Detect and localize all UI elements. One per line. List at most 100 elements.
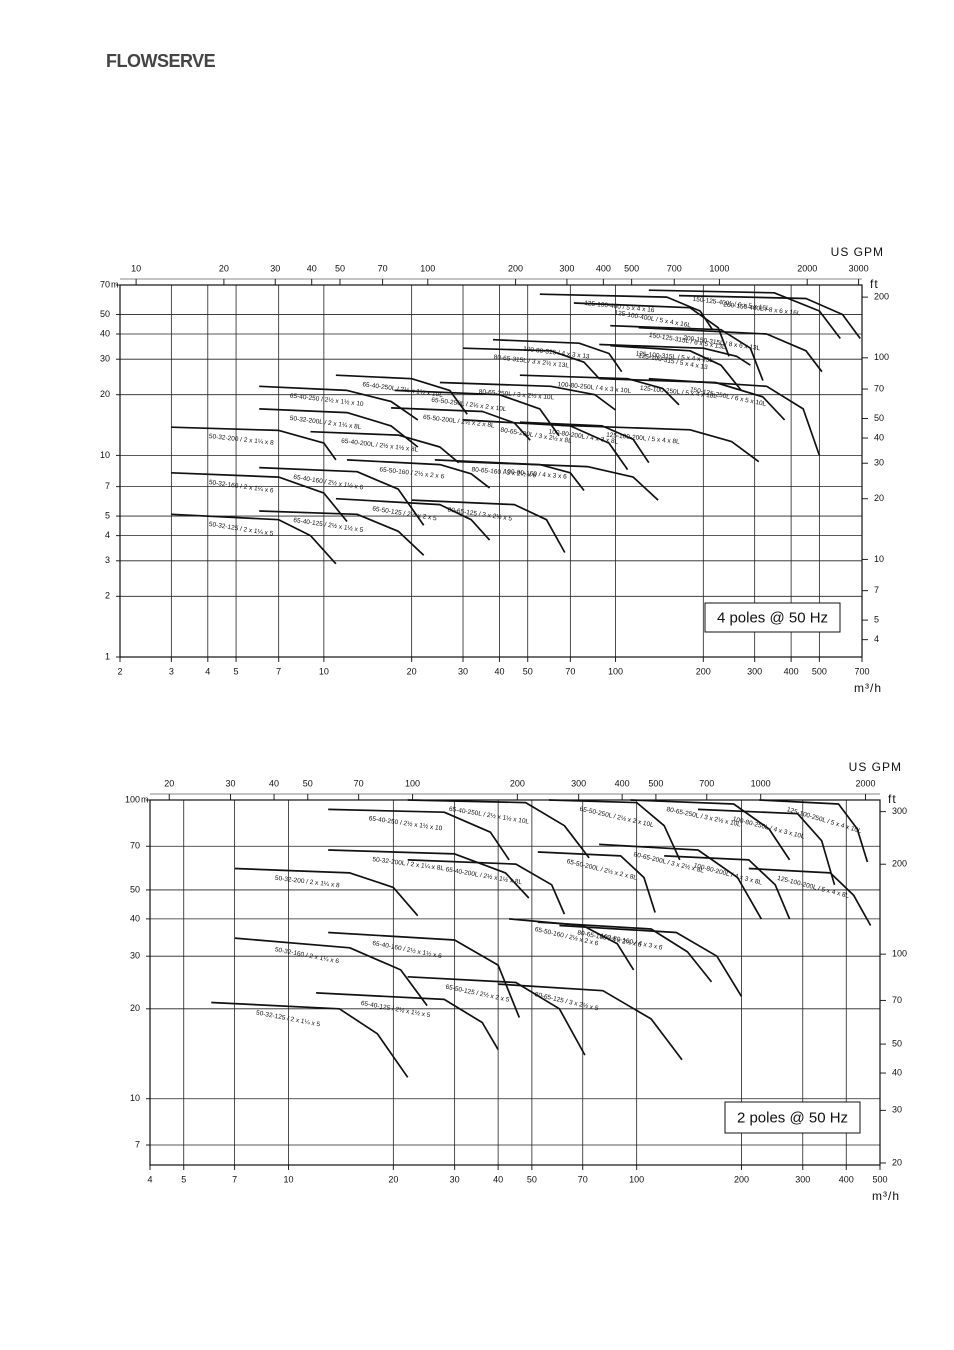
x-axis-label: m³/h [872, 1189, 900, 1203]
y-tick-label: 3 [105, 555, 110, 565]
y-tick-label: 50 [130, 884, 140, 894]
y-tick-label: 1 [105, 651, 110, 661]
x2-tick-label: 1000 [751, 778, 771, 788]
y-tick-label: 50 [100, 309, 110, 319]
y-tick-label: 10 [130, 1093, 140, 1103]
curve-label: 65-40-160 / 2½ x 1½ x 6 [293, 473, 364, 492]
x2-tick-label: 1000 [709, 263, 729, 273]
x-tick-label: 400 [839, 1174, 854, 1184]
curve-label: 65-50-200L / 2½ x 2 x 8L [566, 857, 638, 882]
x2-tick-label: 40 [269, 778, 279, 788]
curve-label: 65-40-200L / 2½ x 1½ x 8L [445, 865, 523, 886]
plot-frame [149, 799, 881, 1166]
x2-tick-label: 2000 [855, 778, 875, 788]
y-tick-label: 4 [105, 530, 110, 540]
y2-axis-label: ft [870, 277, 879, 291]
y2-tick-label: 50 [874, 413, 884, 423]
x2-tick-label: 70 [378, 263, 388, 273]
pump-curve [610, 324, 764, 381]
x-tick-label: 100 [629, 1174, 644, 1184]
y-tick-label: 30 [100, 354, 110, 364]
x-tick-label: 4 [147, 1174, 152, 1184]
y2-tick-label: 100 [892, 949, 907, 959]
y-tick-label: 30 [130, 951, 140, 961]
x-tick-label: 200 [696, 666, 711, 676]
pump-curve [407, 799, 590, 859]
x-tick-label: 500 [872, 1174, 887, 1184]
x2-tick-label: 20 [164, 778, 174, 788]
x-tick-label: 50 [523, 666, 533, 676]
x2-tick-label: 700 [667, 263, 682, 273]
x2-tick-label: 300 [559, 263, 574, 273]
pump-curve [259, 385, 419, 421]
x-tick-label: 300 [795, 1174, 810, 1184]
x2-tick-label: 100 [420, 263, 435, 273]
logo: FLOWSERVE [106, 51, 216, 71]
y-tick-label: 7 [105, 481, 110, 491]
curve-label: 100-80-200L / 4 x 3 x 8L [693, 862, 763, 887]
curve-label: 50-32-200 / 2 x 1¼ x 8 [209, 433, 275, 447]
x2-tick-label: 50 [303, 778, 313, 788]
annotation-box [724, 1101, 861, 1134]
pump-curve [335, 497, 491, 541]
pump-curve [407, 859, 566, 915]
pump-curve [316, 992, 499, 1051]
x2-tick-label: 400 [615, 778, 630, 788]
x-tick-label: 500 [812, 666, 827, 676]
pump-curve [462, 419, 629, 471]
pump-curve [259, 466, 425, 526]
pump-curve [234, 867, 419, 917]
x2-tick-label: 2000 [797, 263, 817, 273]
x2-tick-label: 40 [307, 263, 317, 273]
pump-curve [697, 808, 836, 886]
x2-tick-label: 3000 [849, 263, 869, 273]
x-tick-label: 700 [854, 666, 869, 676]
pump-curve [411, 499, 566, 553]
y-tick-label: 10 [100, 450, 110, 460]
pump-curve [537, 921, 713, 983]
curve-label: 125-100-200L / 5 x 4 x 8L [776, 875, 850, 900]
y2-tick-label: 7 [874, 585, 879, 595]
x-tick-label: 20 [407, 666, 417, 676]
x-tick-label: 70 [578, 1174, 588, 1184]
pump-curve [678, 294, 861, 340]
x-tick-label: 300 [747, 666, 762, 676]
x-tick-label: 4 [205, 666, 210, 676]
curve-label: 65-40-250 / 2½ x 1½ x 10 [368, 814, 443, 832]
y2-tick-label: 200 [874, 291, 889, 301]
pump-curve [599, 377, 786, 421]
curve-label: 65-40-160 / 2½ x 1½ x 6 [372, 939, 443, 960]
curve-label: 100-80-250L / 4 x 3 x 10L [557, 381, 632, 395]
curve-label: 100-80-250L / 4 x 3 x 10L [732, 816, 806, 841]
y2-tick-label: 70 [874, 383, 884, 393]
x-tick-label: 30 [458, 666, 468, 676]
x-tick-label: 3 [169, 666, 174, 676]
x-tick-label: 40 [494, 666, 504, 676]
pump-curve [346, 459, 491, 489]
x-tick-label: 7 [276, 666, 281, 676]
y2-tick-label: 200 [892, 859, 907, 869]
x2-tick-label: 200 [508, 263, 523, 273]
x-tick-label: 100 [608, 666, 623, 676]
x2-tick-label: 20 [219, 263, 229, 273]
curve-label: 65-50-125 / 2½ x 2 x 5 [372, 505, 438, 523]
pump-curve [171, 426, 337, 461]
pump-curve [548, 799, 681, 861]
y2-tick-label: 30 [874, 458, 884, 468]
x2-tick-label: 30 [226, 778, 236, 788]
y2-tick-label: 10 [874, 554, 884, 564]
x2-tick-label: 70 [354, 778, 364, 788]
pump-curve [211, 1001, 409, 1078]
pump-curve [748, 867, 872, 926]
x2-tick-label: 700 [699, 778, 714, 788]
x-tick-label: 10 [284, 1174, 294, 1184]
y-tick-label: 70 [130, 841, 140, 851]
x2-tick-label: 400 [596, 263, 611, 273]
y2-tick-label: 5 [874, 614, 879, 624]
curve-label: 50-32-200 / 2 x 1¼ x 8 [274, 875, 340, 890]
pump-curve [630, 799, 791, 861]
x-tick-label: 70 [565, 666, 575, 676]
pump-curve [335, 374, 468, 415]
pump-curve [539, 293, 714, 331]
pump-curve [328, 931, 521, 1018]
